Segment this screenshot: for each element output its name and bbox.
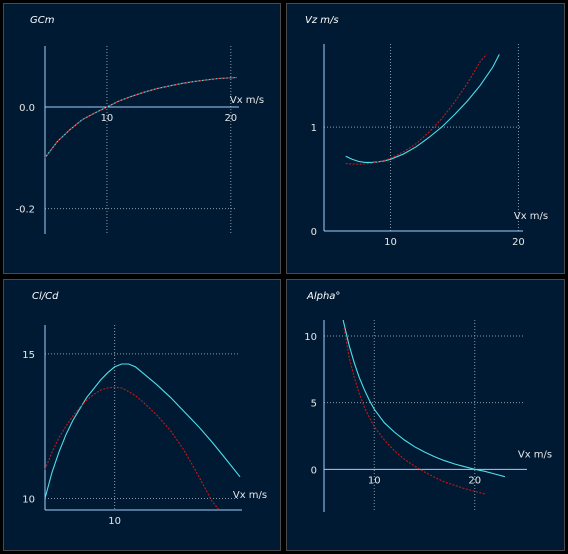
x-tick-label: 20	[512, 237, 525, 248]
chart-title: Alpha°	[306, 291, 340, 302]
chart-title: Vz m/s	[305, 15, 339, 26]
series-line-red	[343, 327, 485, 495]
series-line-red	[44, 386, 220, 511]
series-line-cyan	[44, 76, 238, 159]
chart-title: Cl/Cd	[32, 291, 59, 302]
gcm-chart: GCm 10 20 0.0 -0.2 Vx m/s	[15, 15, 264, 234]
x-tick-label: 20	[468, 475, 481, 486]
alpha-graph-panel[interactable]: Alpha° 10 20 0 5 10 Vx m/s	[286, 279, 565, 551]
x-axis-label: Vx m/s	[233, 490, 267, 501]
x-tick-label: 10	[101, 113, 114, 124]
clcd-graph-panel[interactable]: Cl/Cd 10 10 15 Vx m/s	[3, 279, 281, 551]
y-tick-label: 0	[311, 227, 317, 238]
y-tick-label: -0.2	[15, 205, 35, 216]
x-axis-label: Vx m/s	[514, 211, 548, 222]
x-tick-label: 10	[368, 475, 381, 486]
y-tick-label: 0	[311, 465, 317, 476]
chart-title: GCm	[30, 15, 55, 26]
y-tick-label: 5	[311, 399, 317, 410]
y-tick-label: 0.0	[19, 103, 35, 114]
vz-chart: Vz m/s 10 20 0 1 Vx m/s	[305, 15, 548, 248]
y-tick-label: 15	[22, 350, 35, 361]
series-line-cyan	[342, 319, 506, 478]
x-axis-label: Vx m/s	[518, 449, 552, 460]
gcm-graph-panel[interactable]: GCm 10 20 0.0 -0.2 Vx m/s	[3, 3, 281, 274]
clcd-chart: Cl/Cd 10 10 15 Vx m/s	[22, 291, 267, 527]
x-axis-label: Vx m/s	[230, 95, 264, 106]
vz-graph-panel[interactable]: Vz m/s 10 20 0 1 Vx m/s	[286, 3, 565, 274]
series-line-cyan	[44, 363, 241, 499]
x-tick-label: 20	[224, 113, 237, 124]
series-line-red	[345, 54, 487, 165]
alpha-chart: Alpha° 10 20 0 5 10 Vx m/s	[304, 291, 552, 512]
series-line-cyan	[345, 54, 500, 163]
y-tick-label: 10	[22, 494, 35, 505]
x-tick-label: 10	[108, 516, 121, 527]
series-line-red	[44, 76, 238, 159]
x-tick-label: 10	[384, 237, 397, 248]
y-tick-label: 10	[304, 332, 317, 343]
y-tick-label: 1	[311, 123, 317, 134]
